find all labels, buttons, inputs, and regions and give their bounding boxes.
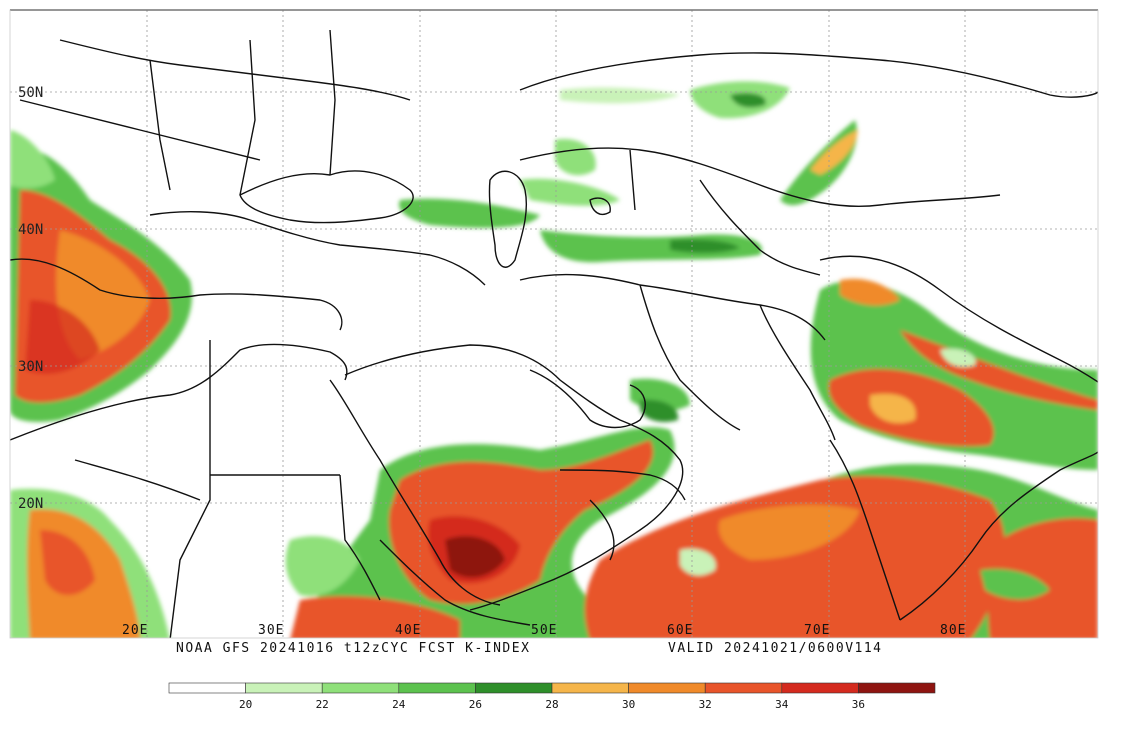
legend-tick-label: 34: [775, 698, 789, 711]
map-valid-time: VALID 20241021/0600V114: [668, 641, 883, 656]
lat-label-30n: 30N: [18, 359, 43, 375]
coastlines-and-borders: [10, 29, 1098, 638]
lat-label-20n: 20N: [18, 496, 43, 512]
legend-swatch: [245, 682, 323, 694]
k-index-shading: [10, 81, 1098, 638]
legend-swatch: [704, 682, 783, 694]
map-title: NOAA GFS 20241016 t12zCYC FCST K-INDEX: [176, 641, 530, 656]
lon-label-50e: 50E: [531, 623, 557, 638]
legend-swatch: [858, 682, 936, 694]
legend-swatch: [551, 682, 629, 694]
legend-swatch: [168, 682, 246, 694]
lon-label-40e: 40E: [395, 623, 421, 638]
lon-label-30e: 30E: [258, 623, 284, 638]
latitude-labels: 50N 40N 30N 20N: [18, 85, 43, 512]
lon-label-20e: 20E: [122, 623, 148, 638]
graticule: [10, 10, 1098, 638]
legend-tick-label: 26: [469, 698, 482, 711]
legend-tick-label: 28: [545, 698, 558, 711]
legend-tick-label: 22: [316, 698, 329, 711]
map-frame: [9, 9, 1099, 639]
lat-label-40n: 40N: [18, 222, 43, 238]
legend-swatch: [475, 682, 553, 694]
legend-tick-label: 20: [239, 698, 252, 711]
legend-tick-label: 32: [699, 698, 712, 711]
legend-tick-label: 36: [852, 698, 865, 711]
legend-swatch: [321, 682, 400, 694]
lon-label-80e: 80E: [940, 623, 966, 638]
legend-swatch: [781, 682, 859, 694]
color-legend: 20 22 24 26 28 30 32 34 36: [168, 682, 936, 711]
lat-label-50n: 50N: [18, 85, 43, 101]
legend-tick-label: 30: [622, 698, 635, 711]
legend-swatch: [628, 682, 706, 694]
longitude-labels: 20E 30E 40E 50E 60E 70E 80E: [122, 623, 966, 638]
lon-label-60e: 60E: [667, 623, 693, 638]
lon-label-70e: 70E: [804, 623, 830, 638]
legend-tick-label: 24: [392, 698, 406, 711]
legend-swatch: [398, 682, 476, 694]
